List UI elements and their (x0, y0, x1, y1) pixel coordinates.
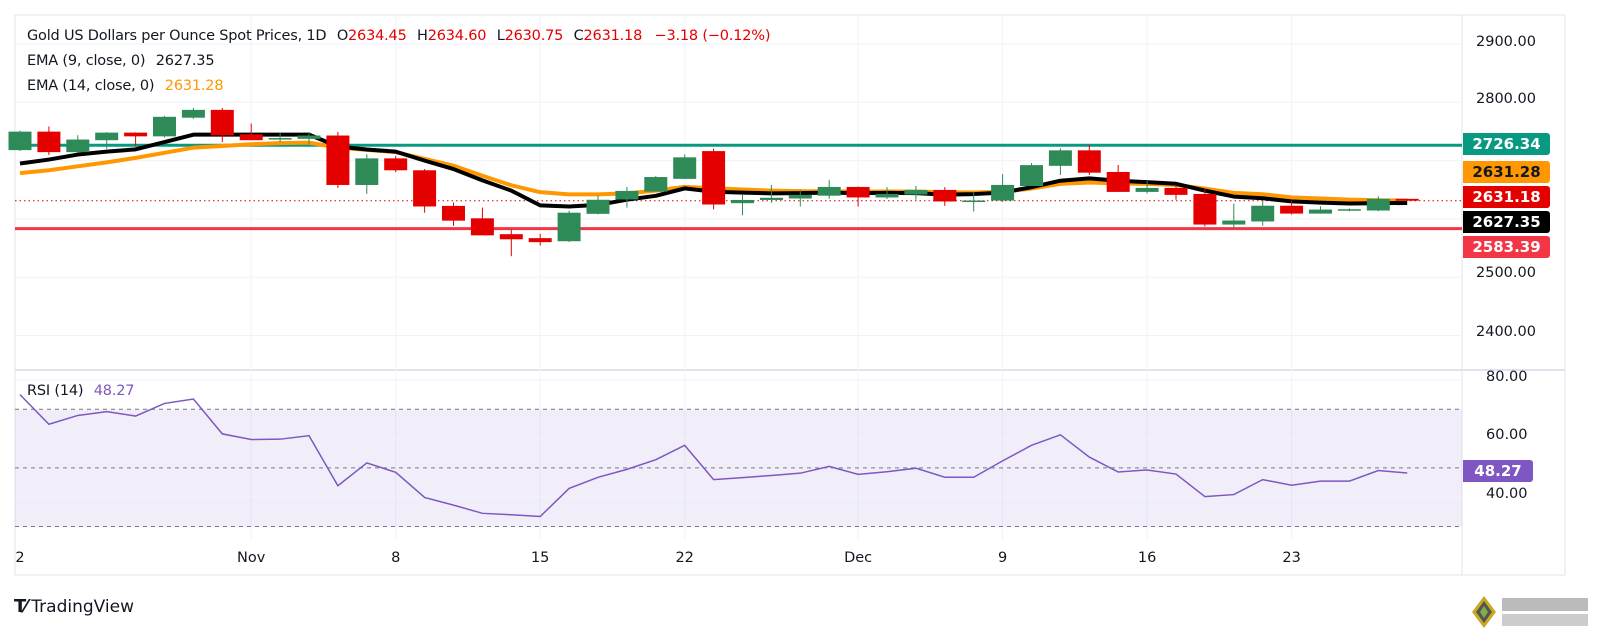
rsi-value-marker: 48.27 (1463, 460, 1533, 482)
candle-up (1337, 209, 1361, 211)
candle-up (181, 109, 205, 118)
candle-down (470, 218, 494, 236)
price-tick-label: 2900.00 (1476, 34, 1536, 50)
candle-up (1135, 187, 1159, 192)
ema14-price-marker: 2631.28 (1463, 161, 1550, 183)
rsi-tick-label: 40.00 (1486, 486, 1528, 502)
time-tick-label: 2 (15, 550, 25, 566)
candle-up (962, 200, 986, 203)
sino-sound-watermark-logo (1472, 596, 1588, 628)
candle-down (846, 186, 870, 198)
candle-down (1395, 198, 1419, 201)
close-value: 2631.18 (583, 28, 643, 44)
candle-up (153, 116, 176, 137)
ema14-legend[interactable]: EMA (14, close, 0) 2631.28 (27, 78, 225, 94)
candle-up (95, 132, 119, 141)
candle-down (210, 109, 234, 136)
candle-down (413, 170, 437, 207)
candle-down (1193, 193, 1217, 225)
candle-down (702, 151, 726, 205)
candle-up (875, 193, 899, 198)
ema9-legend[interactable]: EMA (9, close, 0) 2627.35 (27, 53, 216, 69)
open-label: O (336, 28, 349, 44)
low-value: 2630.75 (504, 28, 564, 44)
tradingview-mark-icon: T⁄ (14, 596, 27, 617)
high-value: 2634.60 (427, 28, 487, 44)
time-tick-label: 22 (675, 550, 694, 566)
change-value: −3.18 (−0.12%) (654, 28, 771, 44)
candle-up (1366, 198, 1390, 211)
candle-up (991, 184, 1015, 201)
tradingview-wordmark: TradingView (31, 596, 135, 617)
last-price-marker: 2631.18 (1463, 186, 1550, 208)
candle-up (615, 190, 639, 200)
ema9-price-marker: 2627.35 (1463, 211, 1550, 233)
candle-up (1222, 220, 1246, 225)
ema14-label: EMA (14, close, 0) (27, 78, 155, 94)
ema14-value: 2631.28 (164, 78, 224, 94)
candle-up (586, 199, 610, 214)
tradingview-logo[interactable]: T⁄ TradingView (14, 596, 134, 617)
candle-down (384, 158, 408, 171)
time-tick-label: 15 (530, 550, 550, 566)
rsi-value: 48.27 (93, 383, 135, 399)
rsi-tick-label: 80.00 (1486, 369, 1528, 385)
rsi-legend[interactable]: RSI (14) 48.27 (27, 383, 136, 399)
candle-down (933, 189, 957, 202)
low-label: L (496, 28, 505, 44)
rsi-tick-label: 60.00 (1486, 427, 1528, 443)
candle-down (1106, 171, 1130, 192)
high-label: H (417, 28, 428, 44)
candle-down (124, 132, 148, 137)
candle-down (1164, 187, 1188, 195)
ema9-value: 2627.35 (155, 53, 215, 69)
price-tick-label: 2400.00 (1476, 324, 1536, 340)
candle-up (817, 186, 841, 196)
close-label: C (573, 28, 584, 44)
candle-up (66, 139, 90, 153)
symbol-title[interactable]: Gold US Dollars per Ounce Spot Prices, 1… (27, 28, 327, 44)
candle-up (268, 138, 292, 140)
time-tick-label: Nov (237, 550, 266, 566)
time-tick-label: 8 (391, 550, 401, 566)
candle-up (759, 197, 783, 200)
time-tick-label: 16 (1137, 550, 1157, 566)
candle-up (8, 131, 32, 151)
price-tick-label: 2800.00 (1476, 91, 1536, 107)
time-tick-label: Dec (844, 550, 873, 566)
candle-up (1048, 150, 1072, 166)
candle-down (1280, 205, 1304, 214)
candle-down (326, 135, 350, 185)
candle-down (499, 234, 523, 240)
candle-up (557, 212, 581, 242)
support-price-marker: 2583.39 (1463, 236, 1550, 258)
price-tick-label: 2500.00 (1476, 265, 1536, 281)
time-tick-label: 23 (1282, 550, 1301, 566)
ema9-label: EMA (9, close, 0) (27, 53, 146, 69)
candle-up (355, 158, 379, 185)
candle-up (1251, 205, 1275, 222)
candle-down (1077, 150, 1101, 173)
open-value: 2634.45 (348, 28, 407, 44)
candle-down (528, 238, 552, 243)
candle-up (788, 194, 812, 199)
candle-down (37, 131, 61, 153)
candle-down (442, 205, 465, 221)
candle-up (731, 199, 754, 204)
candle-up (1309, 209, 1332, 214)
chart-frame (14, 14, 1566, 576)
resistance-price-marker: 2726.34 (1463, 133, 1550, 155)
candle-up (673, 157, 697, 179)
candle-down (239, 134, 263, 141)
rsi-label: RSI (14) (27, 383, 84, 399)
candle-up (297, 135, 321, 139)
candle-up (904, 189, 928, 195)
time-tick-label: 9 (997, 550, 1008, 566)
rsi-line (19, 394, 1408, 518)
symbol-legend: Gold US Dollars per Ounce Spot Prices, 1… (27, 28, 772, 44)
candle-up (644, 177, 668, 192)
candle-up (1020, 165, 1043, 187)
